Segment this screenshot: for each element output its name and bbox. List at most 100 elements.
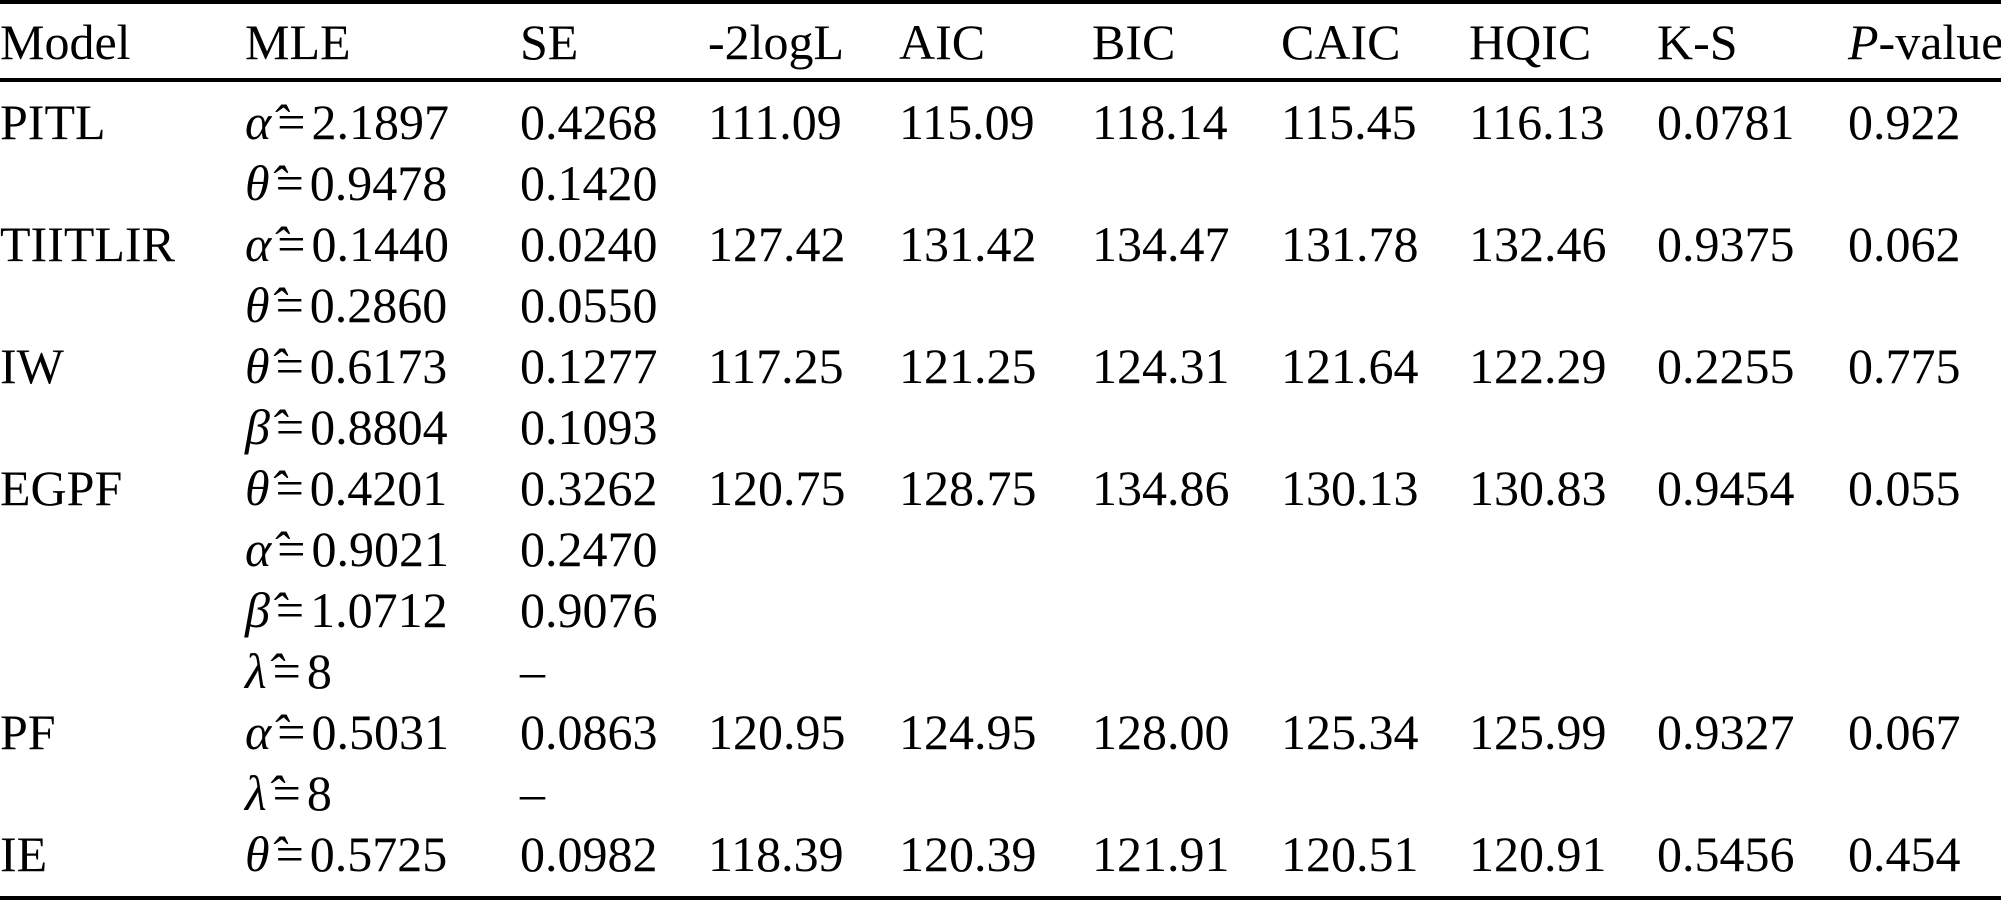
parameter-symbol: θ̂ [245,826,270,882]
m2logl-value: 120.75 [708,460,846,516]
equals-sign: = [275,826,304,882]
equals-sign: = [272,765,301,821]
equals-sign: = [275,155,304,211]
header-pvalue-rest: -value [1878,14,2001,70]
model-name: EGPF [0,460,123,516]
table-row: PITL α̂ = 2.1897 0.4268 111.09 115.09 118.14 115… [0,92,2001,153]
caic-value: 121.64 [1281,338,1419,394]
mle-estimate: λ̂ = 8 [245,641,332,702]
header-ks: K-S [1657,14,1738,70]
standard-error: 0.0982 [520,826,658,882]
table-row: β̂ = 1.0712 0.9076 [0,580,2001,641]
m2logl-value: 118.39 [708,826,844,882]
ks-value: 0.2255 [1657,338,1795,394]
header-hqic: HQIC [1469,14,1592,70]
parameter-value: 0.9021 [311,521,449,577]
ks-value: 0.9327 [1657,704,1795,760]
ks-value: 0.9375 [1657,216,1795,272]
standard-error: – [520,643,545,699]
parameter-symbol: β̂ [245,399,270,455]
mle-estimate: λ̂ = 8 [245,763,332,824]
table-row: IE θ̂ = 0.5725 0.0982 118.39 120.39 121.91 120.5… [0,824,2001,885]
parameter-value: 0.6173 [309,338,448,394]
parameter-symbol: θ̂ [245,338,270,394]
parameter-symbol: α̂ [245,521,272,577]
parameter-symbol: α̂ [245,216,272,272]
parameter-symbol: λ̂ [245,765,267,821]
m2logl-value: 117.25 [708,338,844,394]
parameter-value: 0.9478 [309,155,448,211]
parameter-symbol: θ̂ [245,155,270,211]
bic-value: 118.14 [1092,94,1228,150]
aic-value: 115.09 [899,94,1035,150]
parameter-value: 0.5031 [311,704,449,760]
parameter-value: 2.1897 [311,94,449,150]
hqic-value: 130.83 [1469,460,1607,516]
bic-value: 134.47 [1092,216,1230,272]
standard-error: 0.1420 [520,155,658,211]
header-m2logl: -2logL [708,14,845,70]
equals-sign: = [275,582,305,638]
standard-error: 0.0240 [520,216,658,272]
standard-error: 0.9076 [520,582,658,638]
aic-value: 128.75 [899,460,1037,516]
parameter-value: 0.5725 [309,826,448,882]
table-row: θ̂ = 0.2860 0.0550 [0,275,2001,336]
pvalue-value: 0.055 [1848,460,1961,516]
caic-value: 131.78 [1281,216,1419,272]
header-pvalue-p: P [1848,14,1879,70]
caic-value: 125.34 [1281,704,1419,760]
caic-value: 115.45 [1281,94,1417,150]
mle-estimate: α̂ = 0.1440 [245,214,449,275]
parameter-symbol: λ̂ [245,643,267,699]
model-name: PITL [0,94,106,150]
mle-estimate: β̂ = 0.8804 [245,397,448,458]
equals-sign: = [275,460,304,516]
aic-value: 131.42 [899,216,1037,272]
parameter-symbol: β̂ [245,582,270,638]
top-rule [0,0,2001,4]
equals-sign: = [277,216,306,272]
header-se: SE [520,14,579,70]
equals-sign: = [272,643,301,699]
parameter-value: 0.8804 [310,399,448,455]
parameter-value: 1.0712 [310,582,448,638]
parameter-symbol: α̂ [245,94,272,150]
parameter-value: 8 [306,765,332,821]
aic-value: 124.95 [899,704,1037,760]
table-row: β̂ = 0.8804 0.1093 [0,397,2001,458]
hqic-value: 120.91 [1469,826,1607,882]
parameter-value: 0.1440 [311,216,449,272]
header-row: Model MLE SE -2logL AIC BIC CAIC HQIC K-… [0,12,2001,72]
equals-sign: = [275,338,304,394]
table-row: θ̂ = 0.9478 0.1420 [0,153,2001,214]
mle-estimate: θ̂ = 0.2860 [245,275,447,336]
standard-error: 0.3262 [520,460,658,516]
equals-sign: = [277,704,306,760]
table-row: TIITLIR α̂ = 0.1440 0.0240 127.42 131.42 134.47… [0,214,2001,275]
standard-error: – [520,765,545,821]
header-aic: AIC [899,14,986,70]
m2logl-value: 120.95 [708,704,846,760]
table-row: λ̂ = 8 – [0,763,2001,824]
bic-value: 134.86 [1092,460,1230,516]
header-bic: BIC [1092,14,1176,70]
m2logl-value: 111.09 [708,94,842,150]
bic-value: 124.31 [1092,338,1230,394]
table-row: EGPF θ̂ = 0.4201 0.3262 120.75 128.75 134.86 130… [0,458,2001,519]
standard-error: 0.2470 [520,521,658,577]
pvalue-value: 0.922 [1848,94,1961,150]
pvalue-value: 0.775 [1848,338,1961,394]
aic-value: 120.39 [899,826,1037,882]
header-rule [0,78,2001,82]
header-pvalue: P-value [1848,12,2001,72]
table-row: λ̂ = 8 – [0,641,2001,702]
header-caic: CAIC [1281,14,1401,70]
standard-error: 0.0550 [520,277,658,333]
model-name: IW [0,338,64,394]
caic-value: 120.51 [1281,826,1419,882]
parameter-symbol: θ̂ [245,277,270,333]
standard-error: 0.1093 [520,399,658,455]
pvalue-value: 0.454 [1848,826,1961,882]
ks-value: 0.9454 [1657,460,1795,516]
